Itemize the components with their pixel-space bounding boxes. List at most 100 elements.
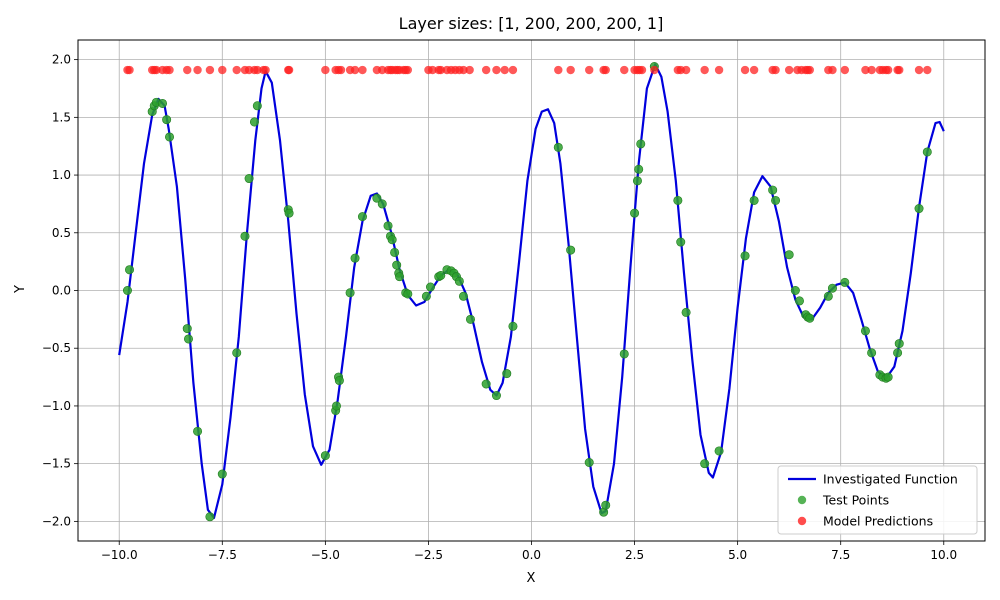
- prediction-point: [585, 65, 594, 75]
- y-tick-label: 2.0: [52, 53, 71, 67]
- test-point: [714, 446, 724, 456]
- test-point: [632, 176, 642, 186]
- legend-box: [777, 465, 978, 535]
- y-tick-label: 1.0: [52, 168, 71, 182]
- test-point: [914, 204, 924, 214]
- test-point: [676, 237, 686, 247]
- test-point: [840, 277, 850, 287]
- prediction-point: [378, 65, 387, 75]
- prediction-point: [125, 65, 134, 75]
- prediction-point: [403, 65, 413, 75]
- test-point: [183, 334, 193, 344]
- test-point: [502, 369, 512, 379]
- test-point: [566, 245, 576, 255]
- prediction-point: [895, 65, 904, 75]
- prediction-point: [459, 65, 468, 75]
- y-axis-label: Y: [13, 285, 28, 294]
- x-tick-label: −2.5: [414, 548, 443, 562]
- test-point: [860, 326, 870, 336]
- test-point: [794, 296, 804, 306]
- test-point: [922, 147, 932, 157]
- x-tick-label: 7.5: [831, 548, 850, 562]
- test-point: [240, 231, 250, 241]
- prediction-point: [566, 65, 575, 75]
- plot-series: [118, 62, 945, 522]
- test-point: [584, 458, 594, 468]
- y-tick-label: −2.0: [42, 514, 71, 528]
- test-point: [768, 185, 778, 195]
- prediction-point: [805, 65, 814, 75]
- y-tick-label: −0.5: [42, 341, 71, 355]
- x-tick-label: 0.0: [522, 548, 541, 562]
- test-point: [619, 349, 629, 359]
- test-point: [673, 195, 683, 205]
- prediction-point: [321, 65, 330, 75]
- prediction-point: [637, 65, 647, 75]
- prediction-point: [492, 65, 501, 75]
- legend-label: Test Points: [822, 493, 889, 508]
- test-point: [636, 139, 646, 149]
- test-point: [162, 115, 172, 125]
- test-point: [125, 265, 135, 275]
- test-point: [331, 401, 341, 411]
- test-point: [193, 426, 203, 436]
- x-tick-label: 10.0: [930, 548, 957, 562]
- prediction-point: [500, 65, 509, 75]
- prediction-point: [620, 65, 629, 75]
- test-point: [392, 260, 402, 270]
- prediction-point: [740, 65, 750, 75]
- prediction-point: [601, 65, 610, 75]
- test-point: [395, 272, 405, 282]
- x-axis-ticks: −10.0 −7.5 −5.0 −2.5 0.0 2.5 5.0 7.5 10.0: [101, 541, 957, 562]
- test-point: [634, 164, 644, 174]
- prediction-point: [867, 65, 876, 75]
- test-point: [805, 313, 815, 323]
- test-point: [681, 307, 691, 317]
- test-point: [827, 283, 837, 293]
- test-point: [790, 285, 800, 295]
- test-point: [232, 348, 242, 358]
- test-point: [350, 253, 360, 263]
- legend-swatch-dot: [797, 495, 807, 505]
- prediction-point: [284, 65, 294, 75]
- test-point: [252, 101, 262, 111]
- prediction-point: [436, 65, 445, 75]
- prediction-point: [358, 65, 367, 75]
- x-tick-label: 5.0: [728, 548, 747, 562]
- prediction-point: [183, 65, 192, 75]
- test-point: [182, 324, 192, 334]
- legend-label: Model Predictions: [823, 514, 933, 529]
- test-point: [508, 321, 518, 331]
- prediction-point: [205, 65, 215, 75]
- y-axis-ticks: −2.0 −1.5 −1.0 −0.5 0.0 0.5 1.0 1.5 2.0: [42, 53, 78, 528]
- test-point: [205, 512, 215, 522]
- prediction-point: [193, 65, 202, 75]
- prediction-point: [232, 65, 241, 75]
- test-point: [249, 117, 259, 127]
- prediction-point: [554, 65, 563, 75]
- prediction-point: [883, 65, 893, 75]
- prediction-point: [253, 65, 262, 75]
- x-tick-label: −7.5: [208, 548, 237, 562]
- test-point: [436, 270, 446, 280]
- prediction-point: [428, 65, 437, 75]
- prediction-point: [350, 65, 360, 75]
- test-point: [165, 132, 175, 142]
- y-tick-label: 1.5: [52, 110, 71, 124]
- test-point: [740, 251, 750, 261]
- test-point: [458, 291, 468, 301]
- test-point: [217, 469, 227, 479]
- y-tick-label: 0.0: [52, 284, 71, 298]
- test-point: [630, 208, 640, 218]
- prediction-point: [681, 65, 691, 75]
- test-point: [771, 195, 781, 205]
- prediction-point: [700, 65, 709, 75]
- prediction-point: [749, 65, 759, 75]
- test-point: [883, 372, 893, 382]
- test-point: [784, 250, 794, 260]
- prediction-point: [840, 65, 850, 75]
- x-axis-label: X: [527, 571, 536, 586]
- test-point: [357, 212, 367, 222]
- test-point: [284, 208, 294, 218]
- prediction-point: [165, 65, 174, 75]
